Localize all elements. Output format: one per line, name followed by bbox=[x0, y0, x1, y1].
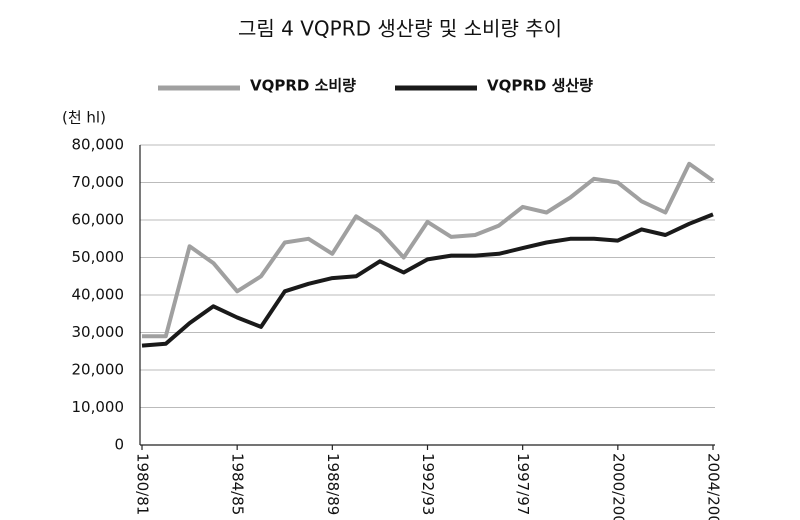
x-tick-label: 1980/81 bbox=[134, 453, 152, 515]
x-tick-label: 1992/93 bbox=[419, 453, 437, 515]
y-tick-label: 40,000 bbox=[72, 286, 125, 304]
x-tick-label: 2004/2005 bbox=[705, 453, 723, 520]
x-tick-label: 1984/85 bbox=[229, 453, 247, 515]
y-tick-label: 80,000 bbox=[72, 136, 125, 154]
y-tick-label: 70,000 bbox=[72, 173, 125, 191]
y-tick-label: 50,000 bbox=[72, 248, 125, 266]
x-tick-label: 2000/2001 bbox=[609, 453, 627, 520]
series-line bbox=[141, 212, 714, 348]
y-axis-label: (천 hl) bbox=[62, 109, 106, 127]
y-tick-label: 30,000 bbox=[72, 323, 125, 341]
y-tick-label: 20,000 bbox=[72, 361, 125, 379]
chart-title: 그림 4 VQPRD 생산량 및 소비량 추이 bbox=[238, 17, 562, 41]
legend-label: VQPRD 생산량 bbox=[487, 77, 593, 95]
y-tick-label: 0 bbox=[114, 436, 124, 454]
x-tick-label: 1997/97 bbox=[514, 453, 532, 515]
x-tick-label: 1988/89 bbox=[324, 453, 342, 515]
y-tick-label: 10,000 bbox=[72, 398, 125, 416]
legend-label: VQPRD 소비량 bbox=[250, 77, 356, 95]
series-line bbox=[142, 161, 715, 339]
y-tick-label: 60,000 bbox=[72, 211, 125, 229]
